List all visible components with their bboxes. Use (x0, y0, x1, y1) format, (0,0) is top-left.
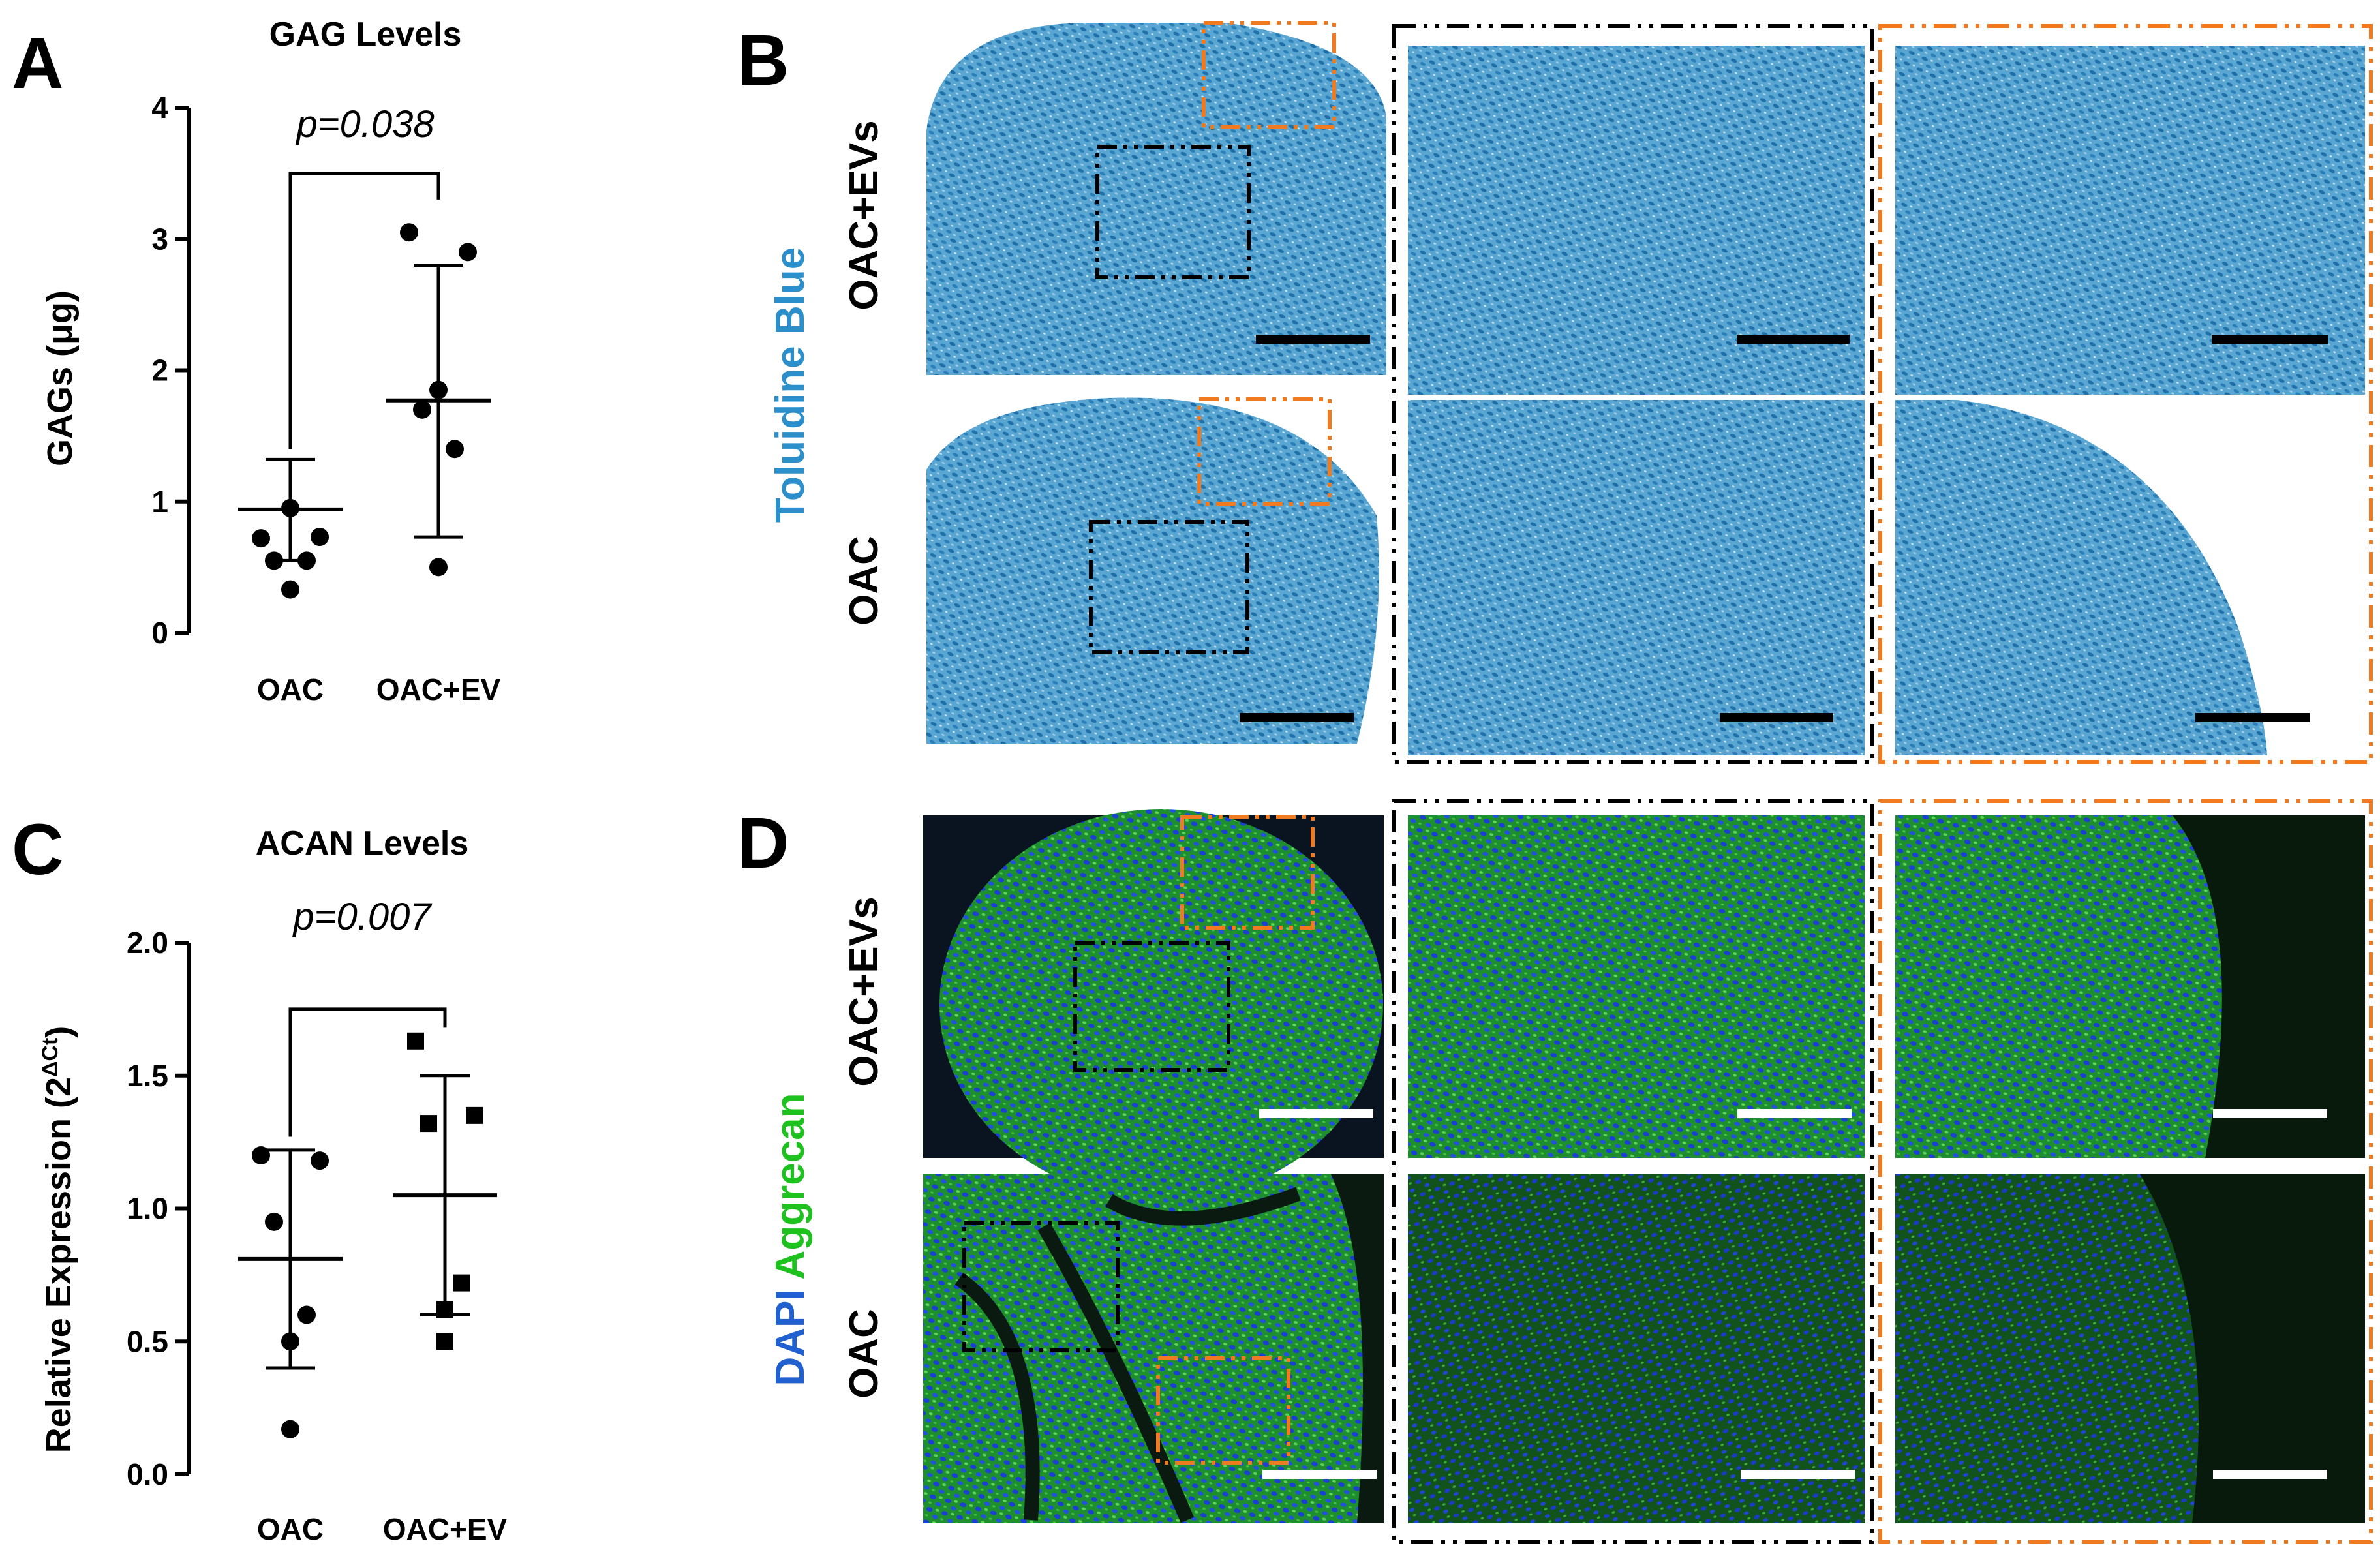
y-tick-label: 2.0 (127, 926, 168, 960)
x-category-label: OAC+EV (383, 1512, 508, 1546)
x-category-label: OAC+EV (376, 673, 501, 707)
panel-letter-a: A (12, 23, 63, 104)
y-tick-label: 0 (151, 616, 168, 650)
stain-word-1: DAPI (768, 1289, 813, 1386)
data-point (420, 1115, 437, 1133)
data-point (400, 223, 418, 242)
tissue-cracks (954, 1187, 1301, 1523)
chart-marks (238, 172, 491, 599)
micrograph-oac-evs-zoom-black (1408, 815, 1865, 1158)
data-point (265, 551, 283, 570)
y-tick-label: 1 (151, 485, 168, 519)
toluidine-blue-panel: B Toluidine Blue OAC+EVs OAC (737, 20, 2373, 764)
data-point (281, 1332, 299, 1351)
gag-levels-chart: A GAG Levels p=0.038 GAGs (μg) 0 1 2 3 4 OAC O… (12, 16, 501, 707)
x-category-label: OAC (257, 673, 324, 707)
inset-box-black (1095, 145, 1251, 279)
micrograph-oac-overview (926, 397, 1379, 744)
inset-box-orange (1180, 815, 1315, 930)
chart-axes: 0 1 2 3 4 OAC OAC+EV (151, 91, 500, 707)
y-tick-label: 1.5 (127, 1059, 168, 1093)
data-point (453, 1274, 470, 1292)
data-point (252, 529, 270, 548)
data-point (459, 243, 477, 262)
micrograph-oac-zoom-orange (1895, 1174, 2199, 1523)
micrograph-oac-zoom-black (1408, 400, 1865, 755)
data-point (407, 1032, 424, 1050)
p-value-annotation: p=0.007 (292, 896, 433, 938)
micrograph-oac-evs-overview (926, 23, 1386, 375)
zoom-frame-orange (1878, 799, 2373, 1544)
y-tick-label: 2 (151, 354, 168, 388)
panel-letter-c: C (12, 810, 63, 890)
data-point (311, 528, 329, 547)
y-tick-label: 4 (151, 91, 168, 125)
y-axis-label: Relative Expression (2ΔCt) (38, 1026, 78, 1453)
p-value-annotation: p=0.038 (295, 103, 434, 145)
inset-box-black (1073, 941, 1230, 1072)
data-point (466, 1106, 483, 1124)
significance-bracket (288, 172, 440, 449)
row-label-oac-evs: OAC+EVs (842, 896, 887, 1086)
data-point (413, 400, 431, 419)
stain-word-2: Aggrecan (768, 1093, 813, 1279)
data-point (281, 498, 299, 517)
row-label-oac: OAC (842, 1309, 887, 1399)
data-point (429, 558, 448, 577)
acan-levels-chart: C ACAN Levels p=0.007 Relative Expressio… (12, 810, 508, 1546)
stain-label: Toluidine Blue (768, 247, 813, 523)
micrograph-oac-zoom-orange (1895, 400, 2267, 755)
zoom-frame-orange (1878, 24, 2373, 764)
stain-label: DAPI Aggrecan (768, 1093, 813, 1386)
chart-marks (238, 1007, 497, 1438)
chart-axes: 0.0 0.5 1.0 1.5 2.0 OAC OAC+EV (127, 926, 507, 1546)
y-tick-label: 3 (151, 222, 168, 256)
panel-letter-b: B (737, 20, 789, 100)
micrograph-oac-evs-overview (939, 809, 1383, 1200)
data-point (429, 380, 448, 399)
data-point (252, 1146, 270, 1164)
y-tick-label: 0.5 (127, 1324, 168, 1358)
inset-box-orange (1202, 21, 1336, 129)
stain-word-2: Blue (768, 247, 813, 335)
chart-title: GAG Levels (269, 16, 462, 53)
panel-letter-d: D (737, 803, 789, 883)
inset-box-black (1089, 520, 1249, 654)
inset-box-black (962, 1221, 1120, 1352)
micrograph-oac-zoom-black (1408, 1174, 1865, 1523)
x-category-label: OAC (257, 1512, 324, 1546)
data-point (281, 580, 299, 599)
stain-word-1: Toluidine (768, 346, 813, 523)
data-point (265, 1212, 283, 1231)
inset-box-orange (1156, 1356, 1290, 1465)
data-point (436, 1333, 453, 1350)
data-point (298, 1305, 316, 1324)
zoom-frame-black (1392, 799, 1874, 1544)
chart-title: ACAN Levels (256, 825, 469, 862)
inset-box-orange (1197, 397, 1332, 506)
y-axis-label: GAGs (μg) (40, 290, 80, 466)
data-point (311, 1151, 329, 1170)
data-point (281, 1420, 299, 1438)
zoom-frame-black (1392, 24, 1874, 764)
row-label-oac: OAC (842, 536, 887, 626)
significance-bracket (288, 1007, 447, 1137)
y-tick-label: 0.0 (127, 1457, 168, 1491)
y-tick-label: 1.0 (127, 1192, 168, 1226)
micrograph-oac-evs-zoom-orange (1895, 815, 2222, 1158)
dapi-aggrecan-panel: D DAPI Aggrecan OAC+EVs OAC (737, 799, 2373, 1544)
row-label-oac-evs: OAC+EVs (842, 120, 887, 310)
data-point (446, 440, 464, 459)
data-point (298, 551, 316, 570)
data-point (436, 1301, 453, 1318)
